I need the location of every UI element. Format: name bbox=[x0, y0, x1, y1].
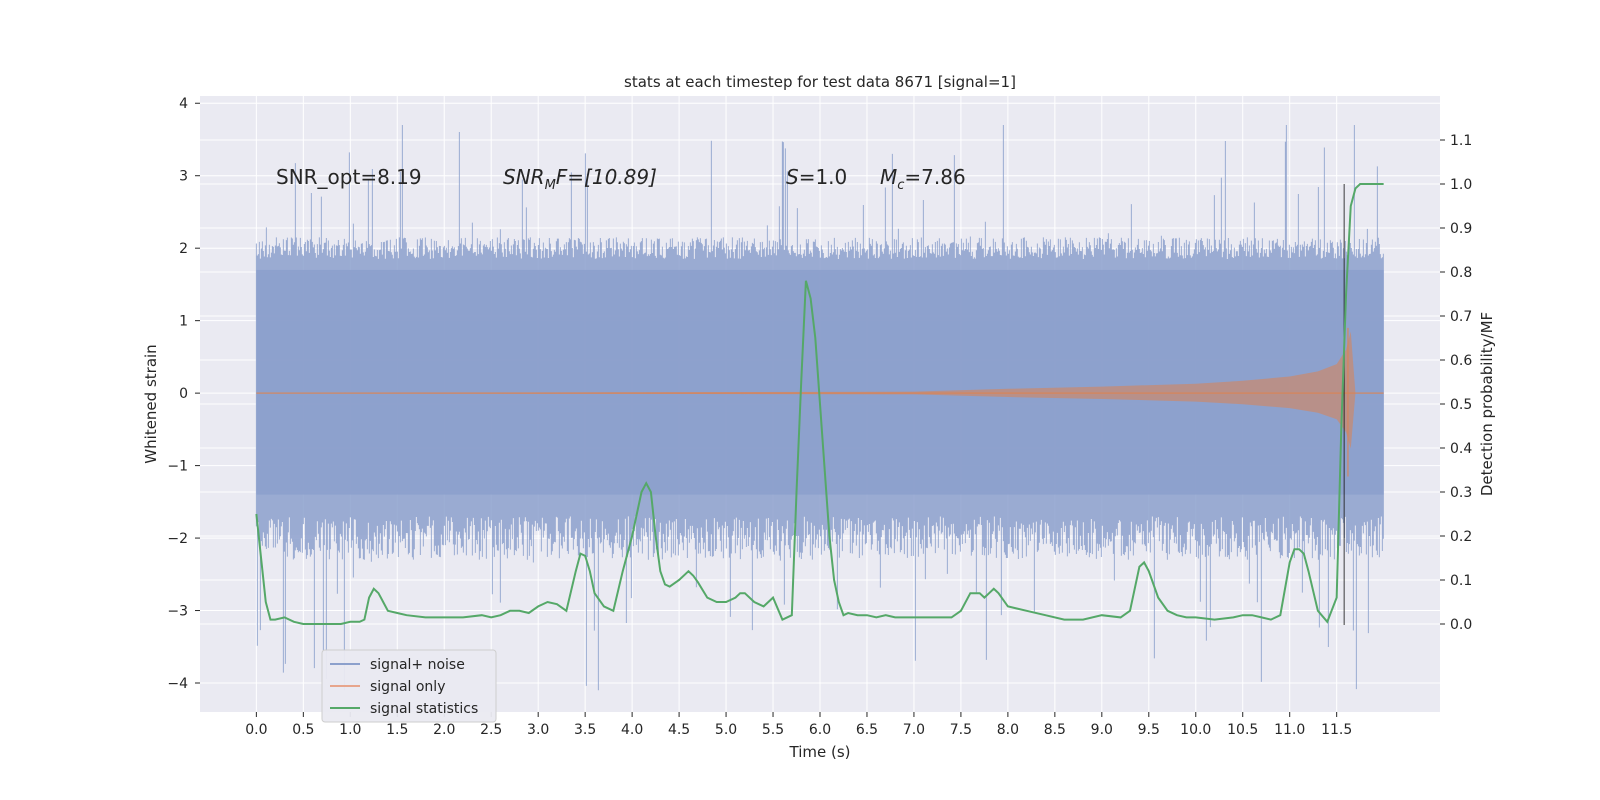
x-tick-label: 11.0 bbox=[1274, 722, 1305, 738]
annotation-snr-mf: SNRMF=[10.89] bbox=[503, 165, 657, 193]
x-tick-label: 4.5 bbox=[668, 722, 690, 738]
x-tick-label: 5.5 bbox=[762, 722, 784, 738]
x-tick-label: 9.0 bbox=[1091, 722, 1113, 738]
x-tick-label: 10.5 bbox=[1227, 722, 1258, 738]
x-tick-label: 0.0 bbox=[245, 722, 267, 738]
x-tick-label: 9.5 bbox=[1138, 722, 1160, 738]
noise-series bbox=[255, 124, 1384, 691]
signal-statistics-line bbox=[255, 183, 1384, 625]
x-tick-label: 8.5 bbox=[1044, 722, 1066, 738]
legend-box bbox=[321, 649, 497, 723]
signal-statistics-series bbox=[255, 183, 1384, 625]
legend: signal+ noise signal only signal statist… bbox=[321, 649, 497, 723]
y2-tick-label: 1.0 bbox=[1450, 177, 1472, 193]
snr-mf-rest-letter: F=[10.89] bbox=[556, 165, 657, 189]
mc-subscript: c bbox=[897, 178, 904, 193]
x-tick-label: 1.0 bbox=[339, 722, 361, 738]
x-tick-label: 2.0 bbox=[433, 722, 455, 738]
x-tick-label: 6.0 bbox=[809, 722, 831, 738]
y2-tick-label: 0.6 bbox=[1450, 353, 1472, 369]
x-tick-label: 2.5 bbox=[480, 722, 502, 738]
mc-symbol: M bbox=[880, 165, 897, 189]
x-tick-label: 8.0 bbox=[997, 722, 1019, 738]
y-tick-label: −4 bbox=[167, 676, 188, 692]
y-tick-label: −3 bbox=[167, 604, 188, 620]
x-tick-label: 7.5 bbox=[950, 722, 972, 738]
y-tick-label: 4 bbox=[179, 96, 188, 112]
x-tick-label: 7.0 bbox=[903, 722, 925, 738]
y2-tick-label: 0.2 bbox=[1450, 529, 1472, 545]
snr-mf-symbol: SNR bbox=[503, 165, 545, 189]
y2-axis-label: Detection probability/MF bbox=[1478, 312, 1496, 496]
y2-tick-label: 0.0 bbox=[1450, 617, 1472, 633]
y-tick-label: 1 bbox=[179, 314, 188, 330]
x-tick-label: 3.0 bbox=[527, 722, 549, 738]
mc-rest: =7.86 bbox=[904, 165, 965, 189]
x-tick-label: 0.5 bbox=[292, 722, 314, 738]
y-ticks: 4 3 2 1 0 −1 −2 −3 −4 bbox=[167, 96, 200, 692]
annotation-s: S=1.0 bbox=[786, 165, 847, 189]
y2-tick-label: 1.1 bbox=[1450, 133, 1472, 149]
y2-tick-label: 0.5 bbox=[1450, 397, 1472, 413]
y2-ticks: 1.1 1.0 0.9 0.8 0.7 0.6 0.5 0.4 0.3 0.2 0.1 0.0 bbox=[1440, 133, 1472, 633]
y2-tick-label: 0.8 bbox=[1450, 265, 1472, 281]
chart-title: stats at each timestep for test data 867… bbox=[624, 73, 1016, 91]
y-tick-label: −2 bbox=[167, 531, 188, 547]
y2-tick-label: 0.9 bbox=[1450, 221, 1472, 237]
y-tick-label: −1 bbox=[167, 459, 188, 475]
y-axis-label: Whitened strain bbox=[142, 344, 160, 463]
annotation-snr-opt: SNR_opt=8.19 bbox=[276, 165, 422, 189]
x-tick-label: 6.5 bbox=[856, 722, 878, 738]
x-axis-label: Time (s) bbox=[789, 743, 851, 761]
y2-tick-label: 0.1 bbox=[1450, 573, 1472, 589]
y2-tick-label: 0.3 bbox=[1450, 485, 1472, 501]
y2-tick-label: 0.4 bbox=[1450, 441, 1472, 457]
s-rest: =1.0 bbox=[799, 165, 848, 189]
snr-mf-subscript: M bbox=[545, 178, 556, 193]
y-tick-label: 2 bbox=[179, 241, 188, 257]
signal-envelope bbox=[256, 331, 1384, 449]
x-tick-label: 1.5 bbox=[386, 722, 408, 738]
legend-label-noise: signal+ noise bbox=[370, 657, 465, 673]
x-tick-label: 5.0 bbox=[715, 722, 737, 738]
x-tick-label: 3.5 bbox=[574, 722, 596, 738]
legend-label-stats: signal statistics bbox=[370, 701, 478, 717]
x-tick-label: 11.5 bbox=[1321, 722, 1352, 738]
annotation-mc: Mc=7.86 bbox=[880, 165, 966, 193]
s-symbol: S bbox=[786, 165, 799, 189]
y-tick-label: 3 bbox=[179, 169, 188, 185]
legend-label-signal: signal only bbox=[370, 679, 445, 695]
x-ticks: 0.0 0.5 1.0 1.5 2.0 2.5 3.0 3.5 4.0 4.5 5.0 5.5 6.0 6… bbox=[245, 712, 1352, 738]
y2-tick-label: 0.7 bbox=[1450, 309, 1472, 325]
x-tick-label: 4.0 bbox=[621, 722, 643, 738]
x-tick-label: 10.0 bbox=[1180, 722, 1211, 738]
y-tick-label: 0 bbox=[179, 386, 188, 402]
